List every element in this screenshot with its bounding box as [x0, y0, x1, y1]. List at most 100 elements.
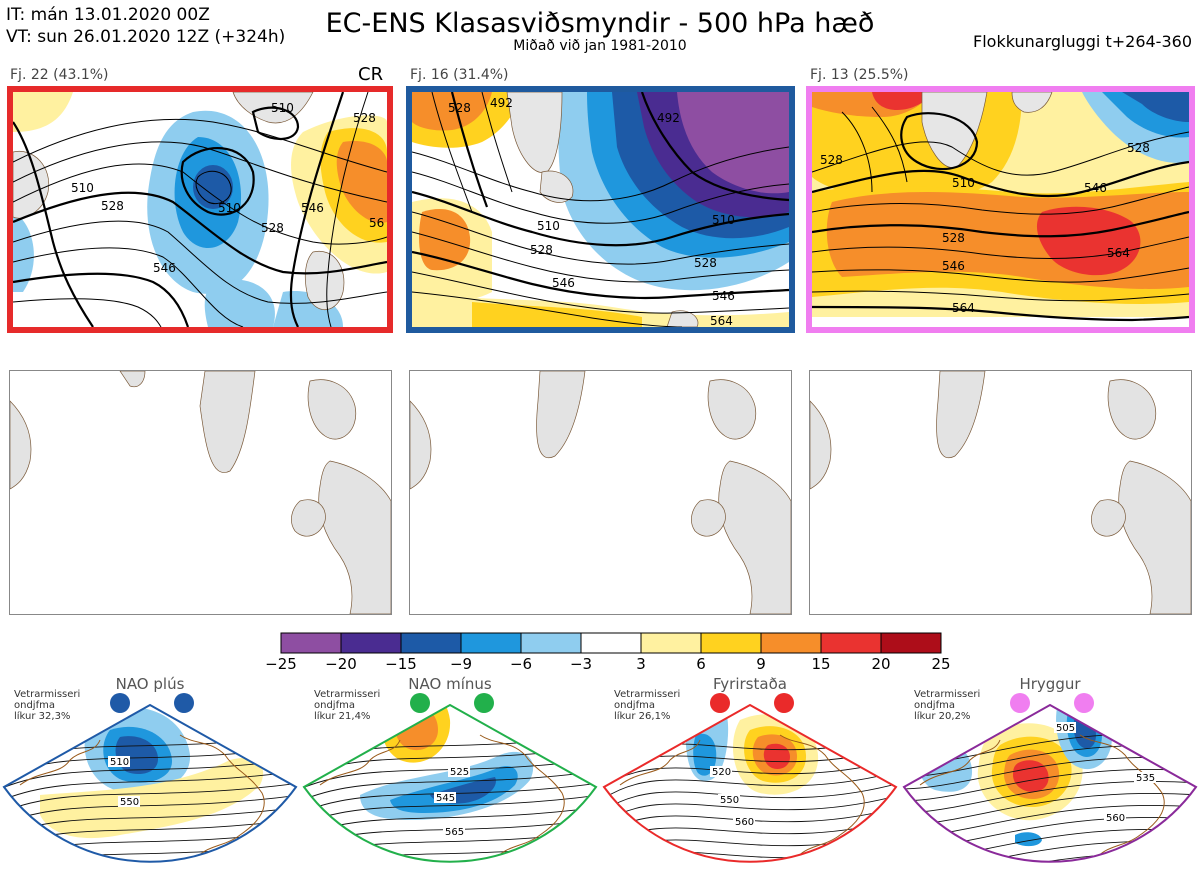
contour-label: 505	[1056, 723, 1075, 734]
contour-label: 510	[712, 213, 735, 227]
coastline	[619, 734, 865, 861]
colorbar-swatch	[400, 632, 462, 654]
regime-note-line: Vetrarmisseri	[914, 689, 981, 700]
cluster-2-label: Fj. 16 (31.4%)	[410, 67, 509, 83]
cluster-3-label: Fj. 13 (25.5%)	[810, 67, 909, 83]
regime-note-line: Vetrarmisseri	[614, 689, 681, 700]
coastline	[319, 734, 565, 861]
colorbar-tick-label: −9	[449, 655, 473, 673]
height-contour	[304, 734, 596, 766]
contour-label: 546	[712, 289, 735, 303]
contour-label: 510	[71, 181, 94, 195]
regime-name: NAO mínus	[408, 675, 492, 693]
contour-label: 492	[657, 111, 680, 125]
colorbar-tick-label: −20	[325, 655, 357, 673]
cluster-1-tag: CR	[358, 64, 384, 85]
contour-label: 528	[694, 256, 717, 270]
height-contours	[412, 92, 789, 327]
regime-dot	[474, 693, 494, 713]
contour-label: 565	[445, 827, 464, 838]
regime-note-line: ondjfma	[314, 700, 355, 711]
height-contour	[304, 842, 596, 862]
regime-note: Vetrarmisseri ondjfma líkur 21,4%	[314, 689, 380, 722]
colorbar-tick-label: −25	[265, 655, 297, 673]
height-contour	[4, 842, 296, 862]
colorbar-swatch	[340, 632, 402, 654]
height-contour	[900, 865, 1200, 871]
regime-name: Fyrirstaða	[713, 675, 787, 693]
colorbar-tick-label: −6	[509, 655, 533, 673]
colorbar-swatch	[880, 632, 942, 654]
height-contours	[812, 106, 1189, 322]
regime-note-line: ondjfma	[914, 700, 955, 711]
height-contour	[904, 828, 1196, 862]
contour-label: 560	[1106, 813, 1125, 824]
colorbar-swatch	[520, 632, 582, 654]
regime-note: Vetrarmisseri ondjfma líkur 32,3%	[14, 689, 80, 722]
contour-label: 510	[271, 101, 294, 115]
regime-dot	[174, 693, 194, 713]
colorbar-swatch	[700, 632, 762, 654]
colorbar-tick-label: 25	[931, 655, 951, 673]
anomaly-shading	[812, 92, 1189, 327]
regime-fan-outline	[302, 703, 598, 863]
land-outline	[506, 92, 699, 327]
height-contour	[0, 867, 300, 871]
colorbar-tick-label: 20	[871, 655, 891, 673]
height-contour	[4, 782, 296, 814]
coastline	[919, 734, 1165, 861]
height-contour	[904, 840, 1196, 862]
height-contour	[604, 794, 896, 826]
contour-label-bg	[448, 766, 470, 777]
regime-dot	[710, 693, 730, 713]
contour-label-bg	[1134, 772, 1156, 783]
contour-label: 546	[942, 259, 965, 273]
height-contour	[304, 782, 596, 814]
valid-time: VT: sun 26.01.2020 12Z (+324h)	[6, 27, 286, 47]
contour-label: 550	[120, 797, 139, 808]
contour-label: 510	[537, 219, 560, 233]
contour-label: 564	[952, 301, 975, 315]
cluster-window: Flokkunargluggi t+264-360	[973, 32, 1192, 51]
anomaly-shading	[763, 743, 790, 769]
contour-label: 546	[552, 276, 575, 290]
colorbar-tick-label: 15	[811, 655, 831, 673]
regime-note-line: Vetrarmisseri	[14, 689, 81, 700]
contour-label: 564	[1107, 246, 1130, 260]
colorbar-tick-label: 3	[636, 655, 646, 673]
contour-label: 528	[448, 101, 471, 115]
contour-label: 528	[530, 243, 553, 257]
contour-label: 528	[101, 199, 124, 213]
contour-label: 528	[942, 231, 965, 245]
colorbar-tick-label: −15	[385, 655, 417, 673]
colorbar-swatch	[820, 632, 882, 654]
height-contour	[904, 768, 1196, 802]
height-contour	[604, 842, 896, 862]
regime-dot	[774, 693, 794, 713]
contour-label-bg	[108, 756, 130, 767]
regime-note-line: líkur 21,4%	[314, 711, 371, 722]
contour-label: 564	[710, 314, 733, 327]
regime-fan-outline	[2, 703, 298, 863]
contour-label: 550	[720, 795, 739, 806]
coastline	[19, 734, 265, 861]
empty-map-3	[809, 370, 1192, 615]
regime-panel: NAO mínus Vetrarmisseri ondjfma líkur 21,4%…	[300, 675, 600, 871]
height-contours	[13, 92, 387, 327]
regime-note-line: Vetrarmisseri	[314, 689, 381, 700]
regime-note-line: ondjfma	[14, 700, 55, 711]
regime-dot	[110, 693, 130, 713]
regime-name: Hryggur	[1019, 675, 1081, 693]
contour-label: 528	[1127, 141, 1150, 155]
issue-time: IT: mán 13.01.2020 00Z	[6, 5, 210, 25]
regime-dot	[410, 693, 430, 713]
colorbar-tick-label: −3	[569, 655, 593, 673]
height-contour	[600, 867, 900, 871]
height-contour	[300, 867, 600, 871]
regime-note-line: líkur 26,1%	[614, 711, 671, 722]
contour-label: 56	[369, 216, 384, 230]
regime-panel: Hryggur Vetrarmisseri ondjfma líkur 20,2% 50…	[900, 675, 1200, 871]
contour-label: 528	[353, 111, 376, 125]
contour-label-bg	[443, 826, 465, 837]
height-contour	[304, 854, 596, 862]
